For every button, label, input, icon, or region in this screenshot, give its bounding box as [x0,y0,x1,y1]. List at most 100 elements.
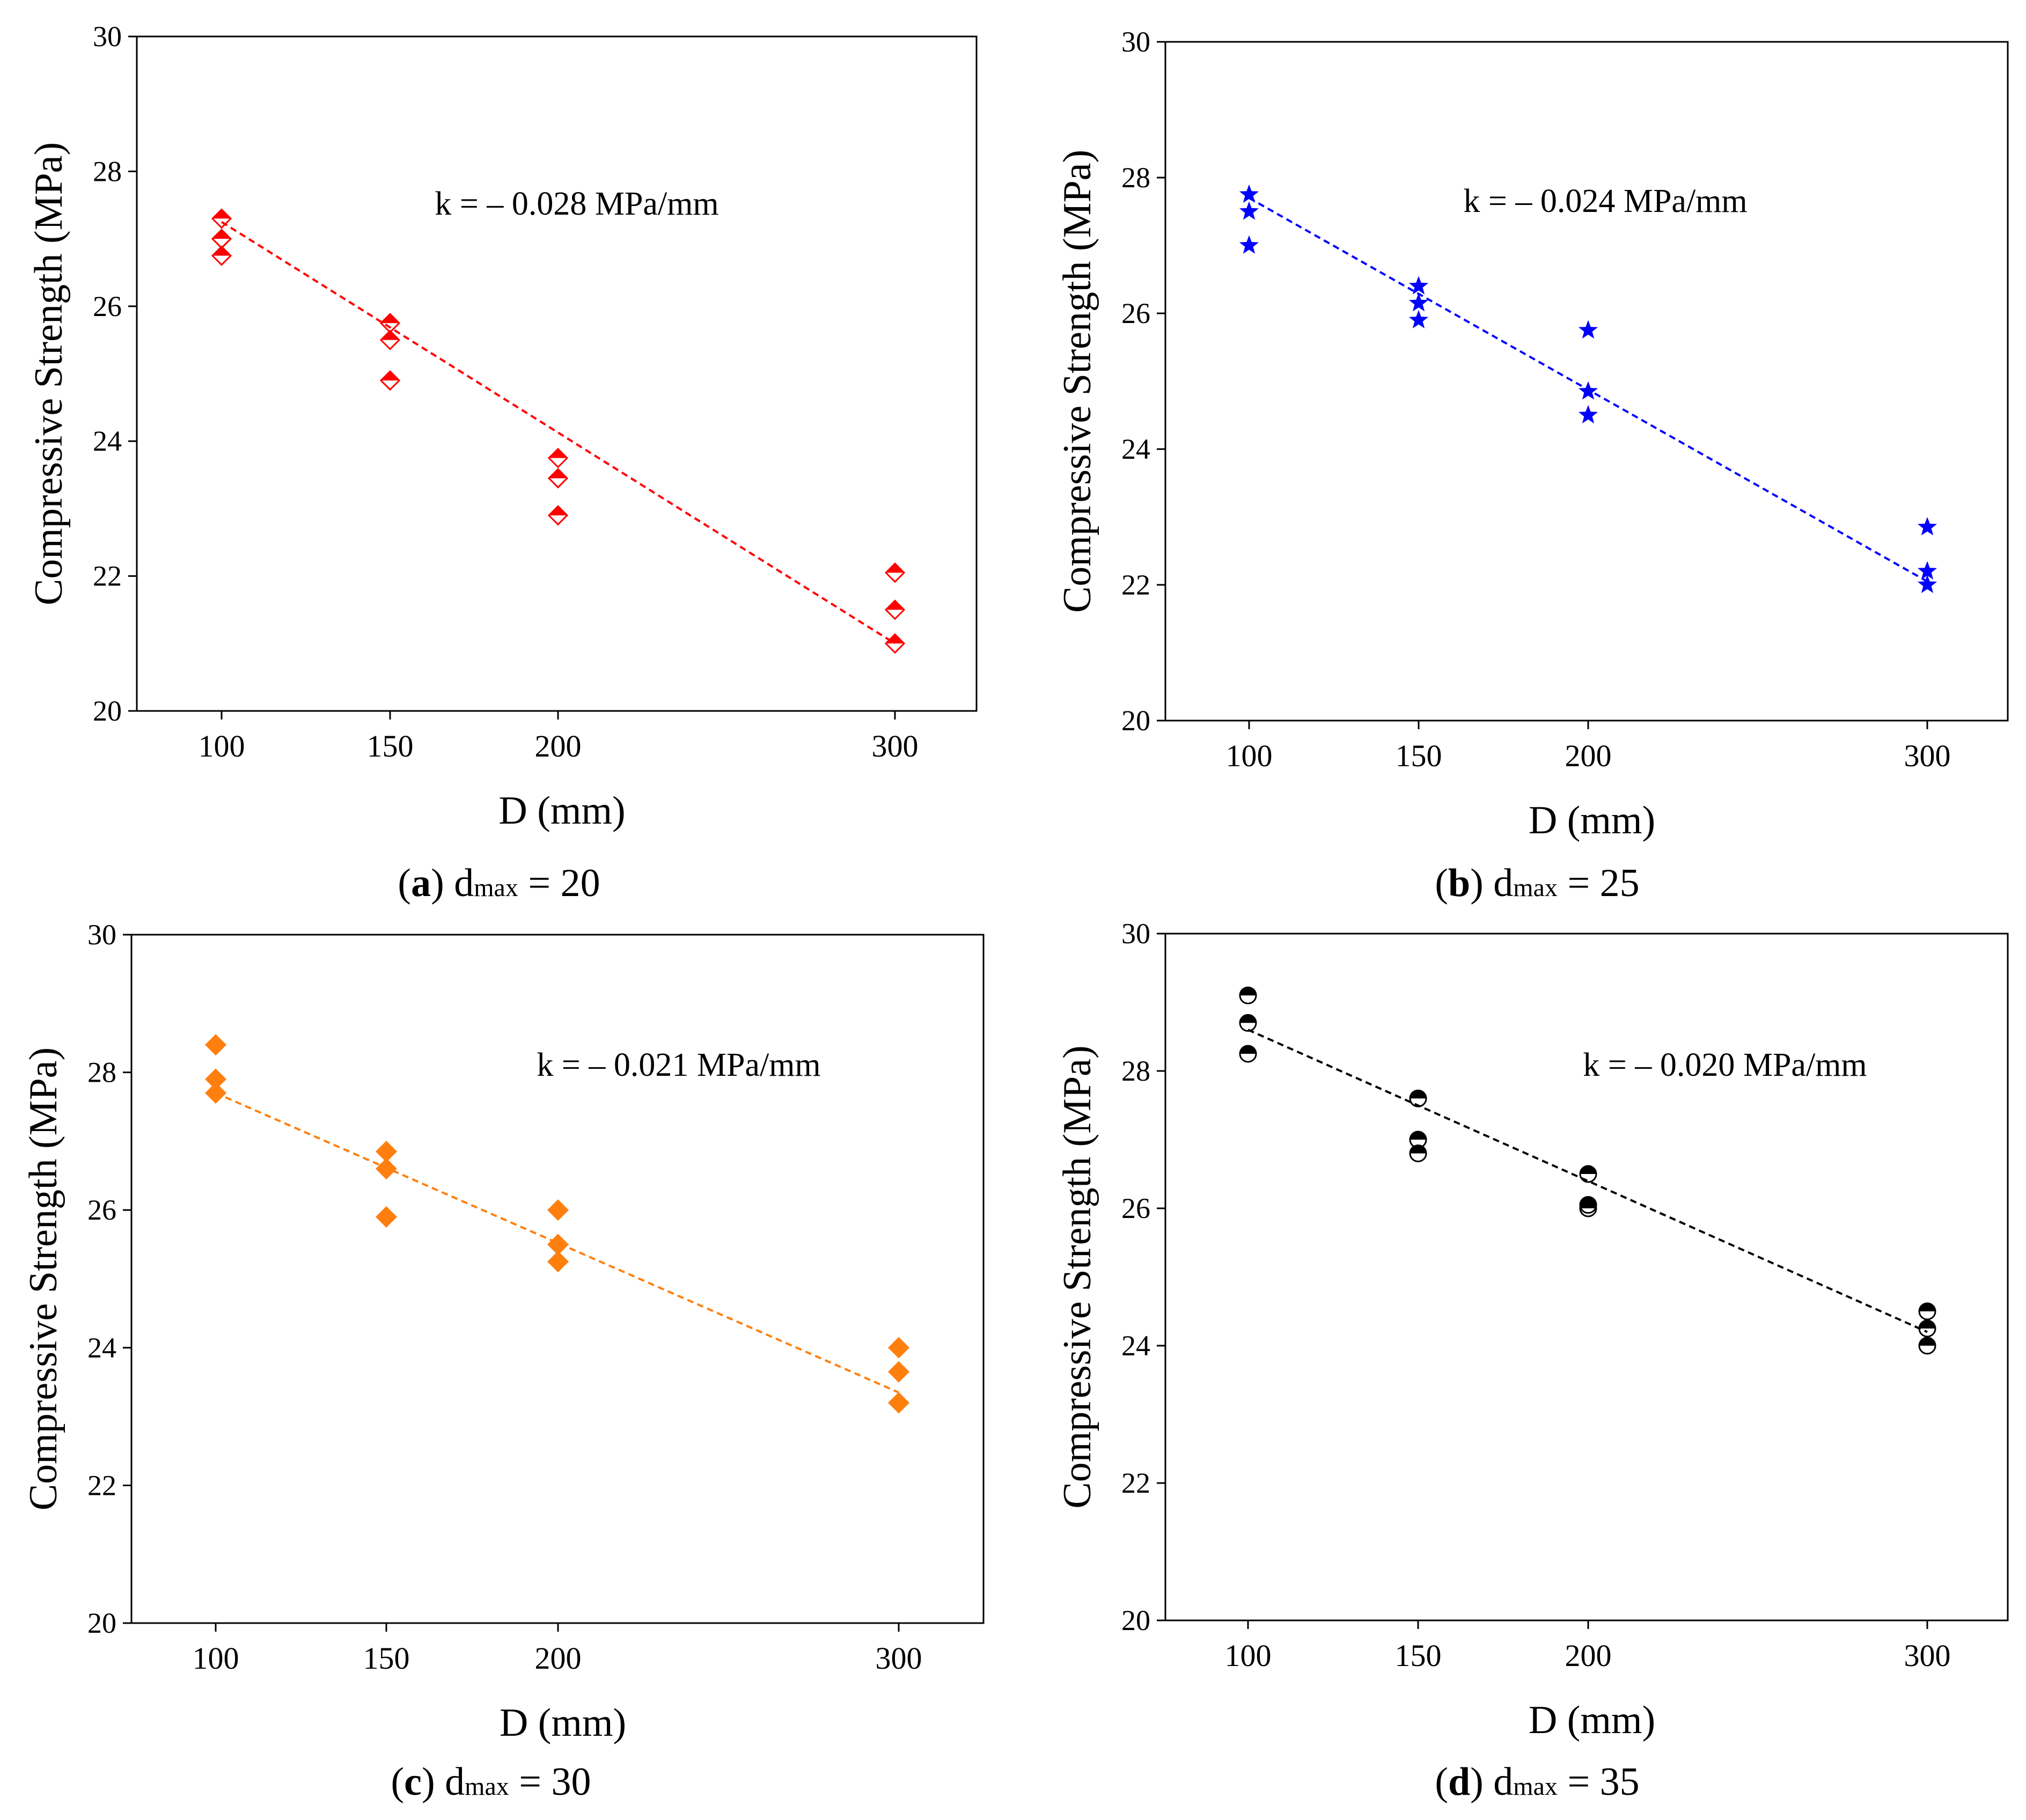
data-point [1239,201,1259,220]
caption-value: = 20 [518,861,600,905]
data-point [1408,310,1429,328]
data-point [1409,1089,1427,1107]
data-point [376,1141,397,1163]
slope-annotation: k = – 0.024 MPa/mm [1463,183,1747,219]
y-axis-label: Compressive Strength (MPa) [1055,150,1099,613]
x-tick-label: 300 [1904,738,1951,773]
caption-variable: d [454,861,474,905]
y-tick-label: 22 [87,1469,116,1501]
data-point [547,1234,569,1256]
x-tick-label: 300 [1904,1638,1951,1673]
y-tick-label: 20 [1121,1604,1150,1636]
data-point [1918,1337,1936,1355]
y-tick-label: 30 [93,20,122,53]
data-point [376,1158,397,1180]
caption-subscript: max [1513,874,1558,902]
y-tick-label: 22 [1121,1467,1150,1499]
x-tick-label: 150 [1396,738,1442,773]
y-tick-label: 24 [93,425,122,457]
data-point [376,1206,397,1228]
x-tick-label: 150 [1395,1638,1442,1673]
data-point [1408,293,1429,312]
caption-letter: c [404,1760,422,1804]
x-tick-label: 100 [1226,738,1273,773]
slope-annotation: k = – 0.020 MPa/mm [1583,1047,1867,1083]
y-tick-label: 28 [1121,162,1150,194]
y-tick-label: 28 [87,1056,116,1089]
chart-panel-b: 20 22 24 26 28 30 100 150 200 300 D (mm) Compressiv… [1055,26,2009,842]
y-axis-label: Compressive Strength (MPa) [27,142,71,605]
x-tick-label: 100 [1225,1638,1272,1673]
data-point [547,447,569,468]
data-point [1408,276,1429,295]
y-tick-label: 24 [1121,433,1150,465]
x-tick-label: 100 [199,729,245,764]
data-point [1239,184,1259,203]
data-point [1239,1014,1257,1032]
y-tick-label: 28 [93,155,122,187]
chart-panel-a: 20 22 24 26 28 30 100 150 200 300 D (mm) Compressiv… [27,20,978,833]
data-point [379,370,401,391]
y-tick-label: 26 [87,1194,116,1226]
caption-letter: d [1448,1760,1470,1804]
x-tick-label: 150 [367,729,414,764]
data-point [888,1392,909,1414]
y-tick-label: 28 [1121,1055,1150,1087]
x-tick-label: 100 [193,1641,239,1676]
y-axis-label: Compressive Strength (MPa) [1055,1045,1099,1508]
data-point [379,313,401,334]
chart-panel-c: 20 22 24 26 28 30 100 150 200 300 D (mm) Compressiv… [21,919,985,1745]
y-axis-label: Compressive Strength (MPa) [21,1047,65,1510]
y-tick-label: 30 [87,919,116,951]
caption-letter: a [411,861,431,905]
x-tick-label: 300 [876,1641,922,1676]
data-point [547,1251,569,1273]
plot-frame [1164,41,2009,722]
caption-subscript: max [1513,1772,1558,1801]
data-point [1239,235,1259,254]
caption-variable: d [1493,1760,1513,1804]
slope-annotation: k = – 0.028 MPa/mm [435,186,718,222]
y-tick-label: 20 [1121,704,1150,737]
x-axis-label: D (mm) [1529,1698,1655,1742]
x-axis-label: D (mm) [498,789,625,833]
plot-frame [1164,933,2009,1621]
caption-value: = 35 [1558,1760,1640,1804]
data-point [547,505,569,526]
data-point [884,599,906,620]
data-point [888,1361,909,1383]
data-point [205,1068,226,1090]
fit-line [215,1092,899,1394]
slope-annotation: k = – 0.021 MPa/mm [537,1047,820,1083]
x-tick-label: 300 [872,729,919,764]
y-tick-label: 26 [93,290,122,322]
caption-subscript: max [465,1772,509,1801]
data-point [1239,986,1257,1004]
caption-subscript: max [474,874,518,902]
x-tick-label: 200 [535,729,582,764]
y-tick-label: 30 [1121,26,1150,58]
y-tick-label: 26 [1121,1192,1150,1224]
y-tick-label: 22 [93,560,122,592]
x-tick-label: 200 [1565,1638,1612,1673]
panel-caption: (d) dmax = 35 [1435,1760,1639,1804]
x-axis-label: D (mm) [500,1701,626,1745]
data-point [1579,1199,1597,1217]
x-tick-label: 200 [1565,738,1612,773]
panel-caption: (c) dmax = 30 [391,1760,591,1804]
data-point [211,208,232,229]
caption-value: = 25 [1558,861,1640,905]
data-point [205,1082,226,1104]
plot-frame [130,934,985,1624]
x-axis-label: D (mm) [1529,798,1655,842]
panel-caption: (b) dmax = 25 [1435,861,1639,905]
data-point [1918,1302,1936,1320]
data-point [211,228,232,249]
y-tick-label: 30 [1121,918,1150,950]
fit-line [221,221,896,644]
data-point [884,562,906,583]
y-tick-label: 22 [1121,569,1150,601]
chart-panel-d: 20 22 24 26 28 30 100 150 200 300 D (mm) Compressiv… [1055,918,2009,1742]
y-tick-label: 24 [87,1332,116,1364]
